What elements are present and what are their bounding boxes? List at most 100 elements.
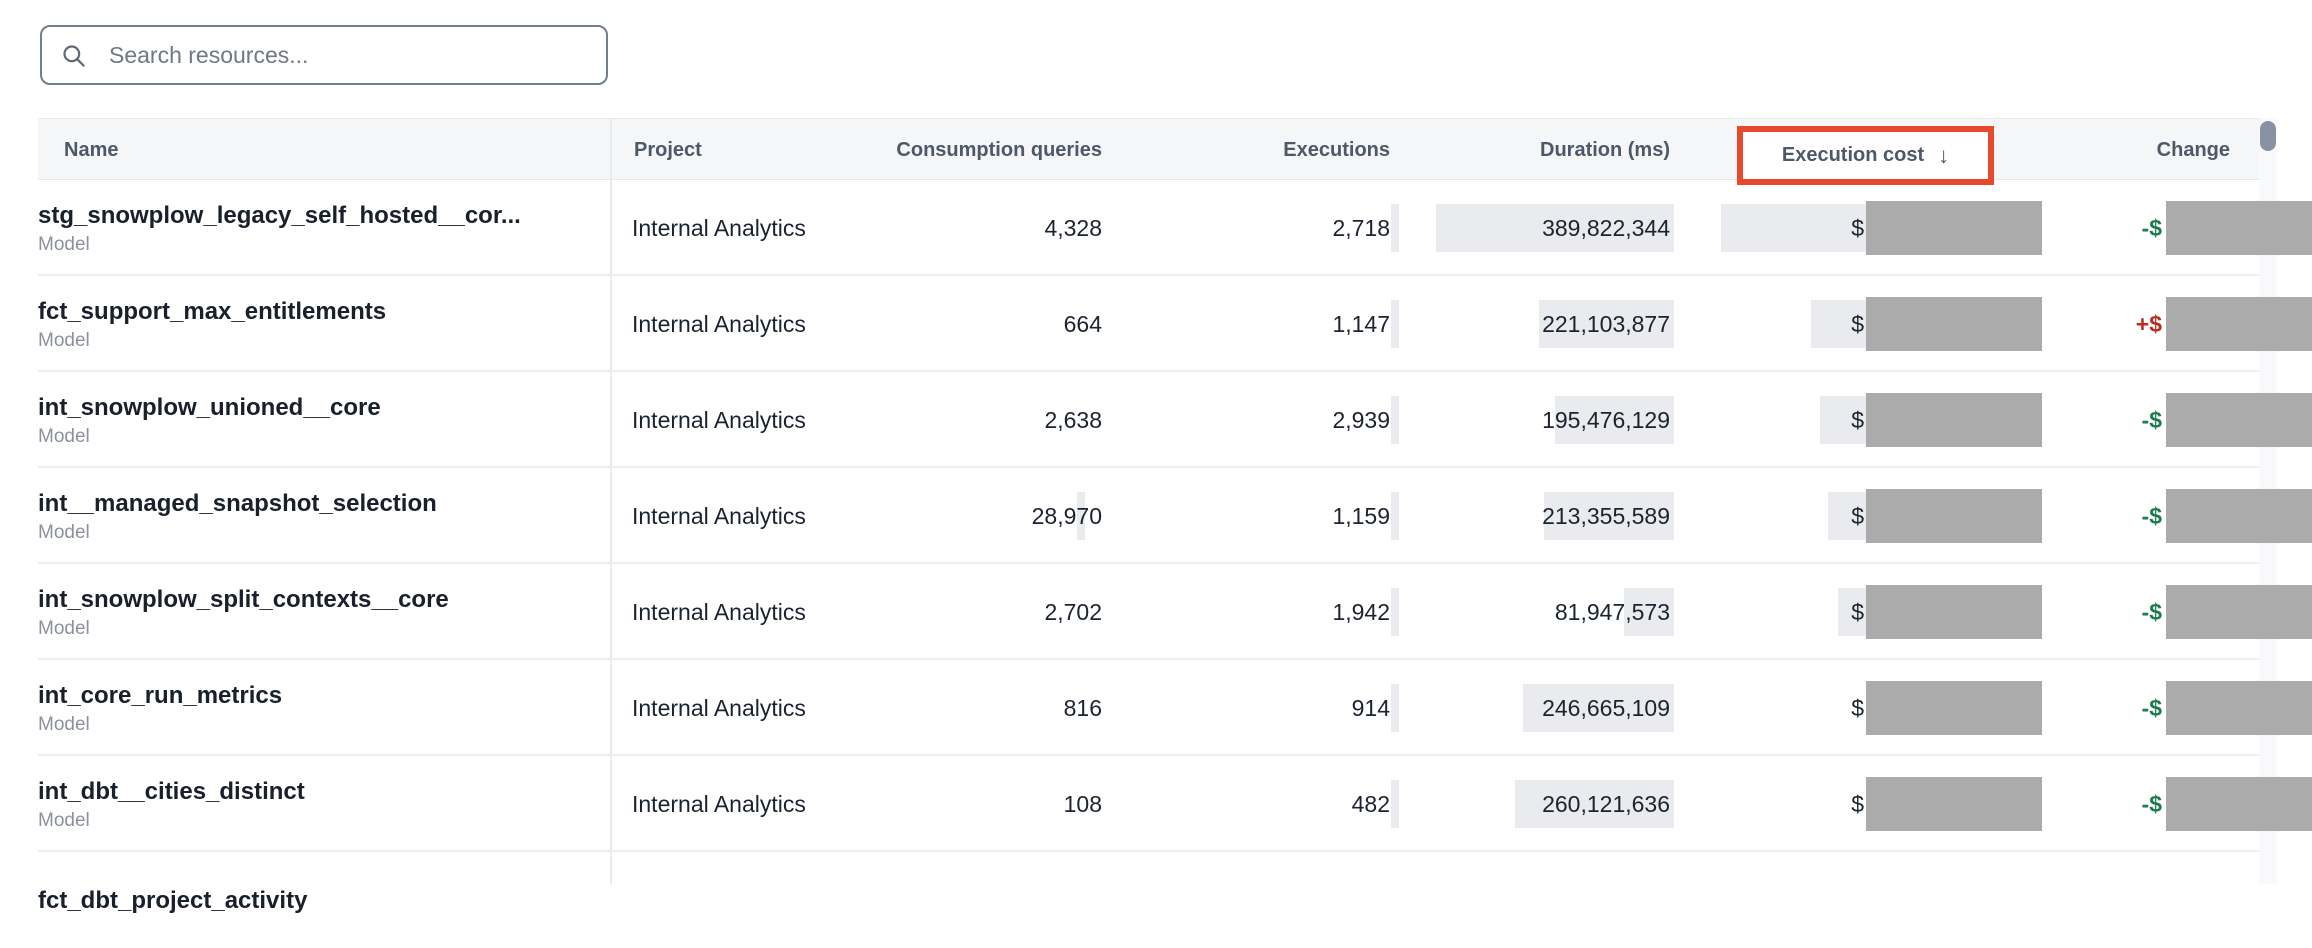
consumption-queries-value: 28,970 (1031, 502, 1102, 529)
duration-value: 81,947,573 (1554, 598, 1670, 625)
vertical-scrollbar-thumb[interactable] (2260, 121, 2276, 151)
duration-value: 195,476,129 (1542, 406, 1670, 433)
executions-value: 1,147 (1332, 310, 1390, 337)
duration-value: 221,103,877 (1542, 310, 1670, 337)
resource-type-label: Model (38, 809, 90, 831)
executions-bar (1391, 204, 1399, 252)
column-header-project[interactable]: Project (634, 138, 702, 161)
table-row[interactable]: fct_support_max_entitlements Model Inter… (38, 276, 2312, 372)
execution-cost-redacted-block (1866, 585, 2042, 639)
sort-descending-icon[interactable]: ↓ (1938, 142, 1950, 168)
change-redacted-block (2166, 201, 2312, 255)
table-header-row: Name Project Consumption queries Executi… (38, 118, 2259, 185)
table-row[interactable]: int_core_run_metrics Model Internal Anal… (38, 660, 2312, 756)
duration-bar (1523, 684, 1674, 732)
duration-bar (1515, 780, 1674, 828)
execution-cost-redacted-block (1866, 201, 2042, 255)
project-cell: Internal Analytics (632, 310, 806, 337)
execution-cost-currency-sign: $ (1851, 598, 1864, 625)
execution-cost-currency-sign: $ (1851, 214, 1864, 241)
project-cell: Internal Analytics (632, 694, 806, 721)
change-redacted-block (2166, 489, 2312, 543)
resource-name-cell: stg_snowplow_legacy_self_hosted__cor... … (38, 180, 2312, 276)
column-header-change[interactable]: Change (2156, 138, 2230, 161)
table-row-partial[interactable]: fct_dbt_project_activity (38, 852, 2312, 948)
table-row[interactable]: int_snowplow_unioned__core Model Interna… (38, 372, 2312, 468)
resource-type-label: Model (38, 233, 90, 255)
executions-value: 2,939 (1332, 406, 1390, 433)
duration-bar (1544, 492, 1674, 540)
consumption-queries-value: 2,638 (1044, 406, 1102, 433)
change-sign: +$ (2135, 310, 2162, 337)
row-divider (38, 562, 2259, 564)
executions-value: 2,718 (1332, 214, 1390, 241)
execution-cost-redacted-block (1866, 297, 2042, 351)
name-column-divider (610, 118, 612, 884)
table-row[interactable]: int_dbt__cities_distinct Model Internal … (38, 756, 2312, 852)
consumption-queries-value: 816 (1063, 694, 1102, 721)
search-icon (60, 42, 87, 69)
table-body: stg_snowplow_legacy_self_hosted__cor... … (38, 180, 2312, 948)
execution-cost-redacted-block (1866, 777, 2042, 831)
execution-cost-redacted-block (1866, 393, 2042, 447)
execution-cost-currency-sign: $ (1851, 694, 1864, 721)
column-header-executions[interactable]: Executions (1283, 138, 1390, 161)
project-cell: Internal Analytics (632, 790, 806, 817)
duration-value: 260,121,636 (1542, 790, 1670, 817)
row-divider (38, 466, 2259, 468)
search-input[interactable] (107, 40, 606, 70)
project-cell: Internal Analytics (632, 598, 806, 625)
project-cell: Internal Analytics (632, 214, 806, 241)
resource-type-label: Model (38, 425, 90, 447)
executions-bar (1391, 780, 1399, 828)
executions-bar (1391, 684, 1399, 732)
duration-bar (1539, 300, 1674, 348)
change-sign: -$ (2141, 790, 2162, 817)
resource-name-link[interactable]: int_snowplow_unioned__core (38, 393, 381, 421)
table-row[interactable]: stg_snowplow_legacy_self_hosted__cor... … (38, 180, 2312, 276)
table-row[interactable]: int__managed_snapshot_selection Model In… (38, 468, 2312, 564)
change-sign: -$ (2141, 502, 2162, 529)
resource-name-cell: int_snowplow_unioned__core Model (38, 372, 2312, 468)
execution-cost-bar (1838, 588, 1866, 636)
execution-cost-bar (1820, 396, 1866, 444)
resource-name-link[interactable]: int_core_run_metrics (38, 681, 283, 709)
resource-name-link[interactable]: int__managed_snapshot_selection (38, 489, 437, 517)
executions-bar (1391, 396, 1399, 444)
duration-bar (1555, 396, 1674, 444)
execution-cost-bar (1721, 204, 1866, 252)
execution-cost-bar (1811, 300, 1866, 348)
resource-name-link[interactable]: stg_snowplow_legacy_self_hosted__cor... (38, 201, 521, 229)
resource-name-link[interactable]: int_dbt__cities_distinct (38, 777, 305, 805)
executions-bar (1391, 492, 1399, 540)
executions-value: 1,159 (1332, 502, 1390, 529)
resource-name-link[interactable]: fct_support_max_entitlements (38, 297, 387, 325)
column-header-duration[interactable]: Duration (ms) (1540, 138, 1670, 161)
execution-cost-currency-sign: $ (1851, 310, 1864, 337)
resources-table: Name Project Consumption queries Executi… (38, 118, 2312, 948)
execution-cost-currency-sign: $ (1851, 406, 1864, 433)
executions-value: 482 (1351, 790, 1390, 817)
execution-cost-redacted-block (1866, 681, 2042, 735)
resource-name-link[interactable]: fct_dbt_project_activity (38, 887, 308, 914)
table-row[interactable]: int_snowplow_split_contexts__core Model … (38, 564, 2312, 660)
resource-type-label: Model (38, 617, 90, 639)
column-header-consumption-queries[interactable]: Consumption queries (896, 138, 1102, 161)
resource-type-label: Model (38, 713, 90, 735)
column-header-execution-cost[interactable]: Execution cost (1781, 144, 1925, 166)
resource-name-cell: int_dbt__cities_distinct Model (38, 756, 2312, 852)
column-header-name[interactable]: Name (64, 138, 119, 161)
resource-name-cell: fct_dbt_project_activity (38, 852, 2312, 948)
search-box[interactable] (40, 25, 608, 85)
resource-name-link[interactable]: int_snowplow_split_contexts__core (38, 585, 449, 613)
change-redacted-block (2166, 393, 2312, 447)
execution-cost-currency-sign: $ (1851, 790, 1864, 817)
executions-value: 1,942 (1332, 598, 1390, 625)
execution-cost-currency-sign: $ (1851, 502, 1864, 529)
project-cell: Internal Analytics (632, 502, 806, 529)
row-divider (38, 274, 2259, 276)
duration-value: 213,355,589 (1542, 502, 1670, 529)
change-redacted-block (2166, 681, 2312, 735)
resource-type-label: Model (38, 521, 90, 543)
row-divider (38, 754, 2259, 756)
